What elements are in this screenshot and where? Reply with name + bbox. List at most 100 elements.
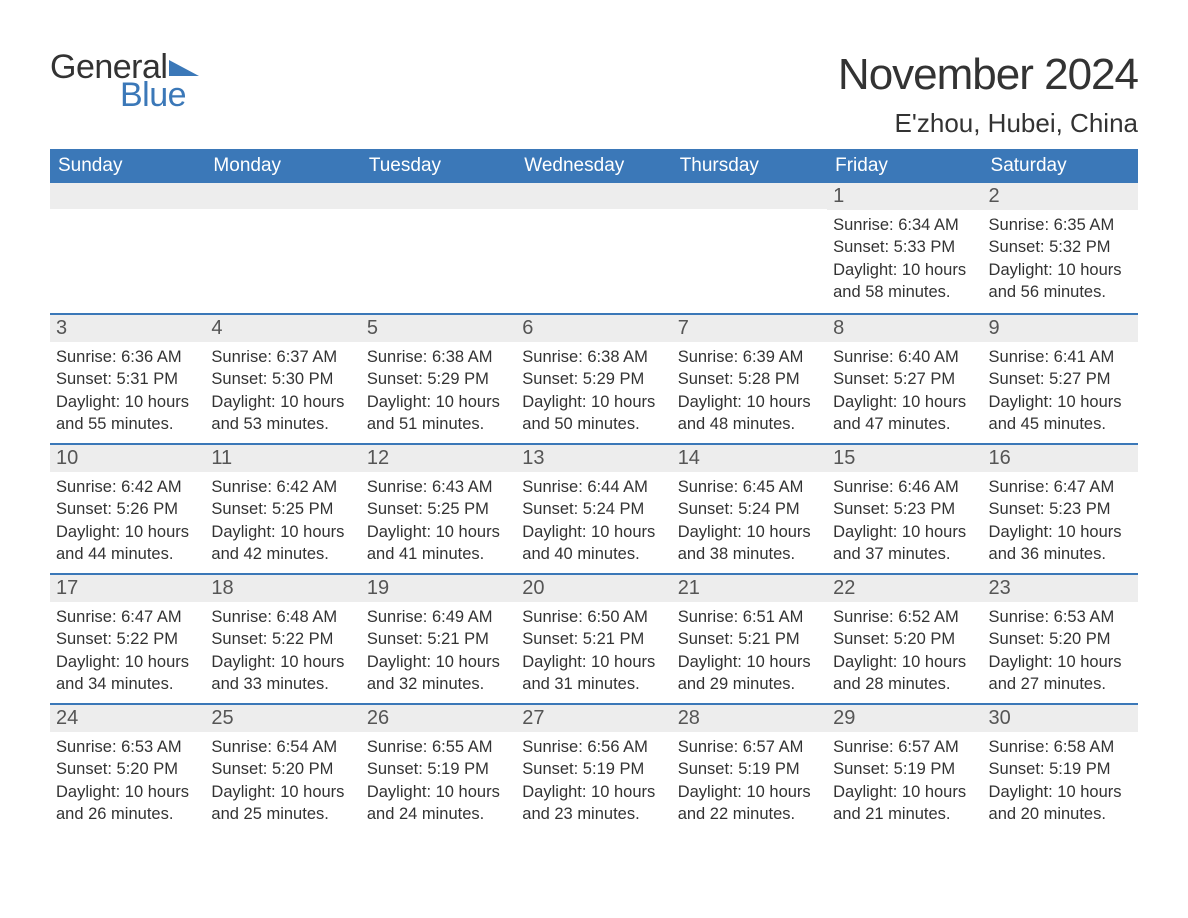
daylight-line-2: and 56 minutes. [989, 281, 1132, 303]
daylight-line-1: Daylight: 10 hours [678, 521, 821, 543]
day-number: 29 [827, 703, 982, 732]
day-details: Sunrise: 6:35 AMSunset: 5:32 PMDaylight:… [983, 210, 1138, 309]
daylight-line-2: and 47 minutes. [833, 413, 976, 435]
day-details: Sunrise: 6:40 AMSunset: 5:27 PMDaylight:… [827, 342, 982, 441]
title-block: November 2024 E'zhou, Hubei, China [838, 50, 1138, 139]
sunrise-line: Sunrise: 6:38 AM [522, 346, 665, 368]
day-details: Sunrise: 6:50 AMSunset: 5:21 PMDaylight:… [516, 602, 671, 701]
calendar-week-row: 24Sunrise: 6:53 AMSunset: 5:20 PMDayligh… [50, 703, 1138, 833]
day-details: Sunrise: 6:47 AMSunset: 5:23 PMDaylight:… [983, 472, 1138, 571]
sunset-line: Sunset: 5:21 PM [678, 628, 821, 650]
daylight-line-1: Daylight: 10 hours [367, 781, 510, 803]
calendar-cell: 29Sunrise: 6:57 AMSunset: 5:19 PMDayligh… [827, 703, 982, 833]
calendar-week-row: 1Sunrise: 6:34 AMSunset: 5:33 PMDaylight… [50, 183, 1138, 313]
sunset-line: Sunset: 5:26 PM [56, 498, 199, 520]
day-details: Sunrise: 6:48 AMSunset: 5:22 PMDaylight:… [205, 602, 360, 701]
sunset-line: Sunset: 5:31 PM [56, 368, 199, 390]
weekday-header: Thursday [672, 149, 827, 183]
day-details: Sunrise: 6:42 AMSunset: 5:25 PMDaylight:… [205, 472, 360, 571]
day-number: 23 [983, 573, 1138, 602]
sunset-line: Sunset: 5:30 PM [211, 368, 354, 390]
daylight-line-1: Daylight: 10 hours [522, 521, 665, 543]
day-details: Sunrise: 6:38 AMSunset: 5:29 PMDaylight:… [361, 342, 516, 441]
sunrise-line: Sunrise: 6:35 AM [989, 214, 1132, 236]
day-number: 30 [983, 703, 1138, 732]
day-number: 22 [827, 573, 982, 602]
day-number: 3 [50, 313, 205, 342]
sunrise-line: Sunrise: 6:56 AM [522, 736, 665, 758]
day-number: 12 [361, 443, 516, 472]
calendar-cell: 3Sunrise: 6:36 AMSunset: 5:31 PMDaylight… [50, 313, 205, 443]
sunset-line: Sunset: 5:29 PM [522, 368, 665, 390]
sunrise-line: Sunrise: 6:44 AM [522, 476, 665, 498]
day-details: Sunrise: 6:51 AMSunset: 5:21 PMDaylight:… [672, 602, 827, 701]
sunrise-line: Sunrise: 6:57 AM [678, 736, 821, 758]
daylight-line-2: and 44 minutes. [56, 543, 199, 565]
calendar-cell: 4Sunrise: 6:37 AMSunset: 5:30 PMDaylight… [205, 313, 360, 443]
daylight-line-1: Daylight: 10 hours [522, 391, 665, 413]
day-details: Sunrise: 6:43 AMSunset: 5:25 PMDaylight:… [361, 472, 516, 571]
empty-day-bar [50, 183, 205, 209]
day-number: 11 [205, 443, 360, 472]
day-details: Sunrise: 6:38 AMSunset: 5:29 PMDaylight:… [516, 342, 671, 441]
sunset-line: Sunset: 5:20 PM [211, 758, 354, 780]
daylight-line-2: and 38 minutes. [678, 543, 821, 565]
weekday-header: Saturday [983, 149, 1138, 183]
calendar-cell [516, 183, 671, 313]
day-number: 25 [205, 703, 360, 732]
sunrise-line: Sunrise: 6:57 AM [833, 736, 976, 758]
sunrise-line: Sunrise: 6:42 AM [211, 476, 354, 498]
calendar-cell: 13Sunrise: 6:44 AMSunset: 5:24 PMDayligh… [516, 443, 671, 573]
calendar-cell: 2Sunrise: 6:35 AMSunset: 5:32 PMDaylight… [983, 183, 1138, 313]
daylight-line-1: Daylight: 10 hours [833, 521, 976, 543]
daylight-line-2: and 41 minutes. [367, 543, 510, 565]
day-number: 13 [516, 443, 671, 472]
day-details: Sunrise: 6:42 AMSunset: 5:26 PMDaylight:… [50, 472, 205, 571]
daylight-line-2: and 20 minutes. [989, 803, 1132, 825]
daylight-line-2: and 31 minutes. [522, 673, 665, 695]
daylight-line-1: Daylight: 10 hours [522, 651, 665, 673]
empty-day-bar [672, 183, 827, 209]
sunset-line: Sunset: 5:29 PM [367, 368, 510, 390]
day-details: Sunrise: 6:55 AMSunset: 5:19 PMDaylight:… [361, 732, 516, 831]
calendar-cell: 14Sunrise: 6:45 AMSunset: 5:24 PMDayligh… [672, 443, 827, 573]
sunset-line: Sunset: 5:27 PM [833, 368, 976, 390]
weekday-header: Sunday [50, 149, 205, 183]
daylight-line-2: and 42 minutes. [211, 543, 354, 565]
calendar-cell: 17Sunrise: 6:47 AMSunset: 5:22 PMDayligh… [50, 573, 205, 703]
sunrise-line: Sunrise: 6:40 AM [833, 346, 976, 368]
daylight-line-2: and 28 minutes. [833, 673, 976, 695]
sunset-line: Sunset: 5:20 PM [833, 628, 976, 650]
calendar-cell: 15Sunrise: 6:46 AMSunset: 5:23 PMDayligh… [827, 443, 982, 573]
daylight-line-2: and 36 minutes. [989, 543, 1132, 565]
sunrise-line: Sunrise: 6:53 AM [989, 606, 1132, 628]
sunrise-line: Sunrise: 6:37 AM [211, 346, 354, 368]
daylight-line-2: and 24 minutes. [367, 803, 510, 825]
weekday-header: Wednesday [516, 149, 671, 183]
calendar-cell: 7Sunrise: 6:39 AMSunset: 5:28 PMDaylight… [672, 313, 827, 443]
daylight-line-1: Daylight: 10 hours [833, 259, 976, 281]
day-details: Sunrise: 6:52 AMSunset: 5:20 PMDaylight:… [827, 602, 982, 701]
day-details: Sunrise: 6:49 AMSunset: 5:21 PMDaylight:… [361, 602, 516, 701]
calendar-cell: 26Sunrise: 6:55 AMSunset: 5:19 PMDayligh… [361, 703, 516, 833]
daylight-line-2: and 40 minutes. [522, 543, 665, 565]
daylight-line-1: Daylight: 10 hours [989, 781, 1132, 803]
sunrise-line: Sunrise: 6:36 AM [56, 346, 199, 368]
daylight-line-1: Daylight: 10 hours [678, 391, 821, 413]
day-number: 17 [50, 573, 205, 602]
calendar-cell: 11Sunrise: 6:42 AMSunset: 5:25 PMDayligh… [205, 443, 360, 573]
sunset-line: Sunset: 5:28 PM [678, 368, 821, 390]
daylight-line-2: and 58 minutes. [833, 281, 976, 303]
daylight-line-1: Daylight: 10 hours [367, 391, 510, 413]
day-number: 14 [672, 443, 827, 472]
daylight-line-1: Daylight: 10 hours [989, 259, 1132, 281]
empty-day-bar [361, 183, 516, 209]
daylight-line-1: Daylight: 10 hours [367, 521, 510, 543]
calendar-cell: 22Sunrise: 6:52 AMSunset: 5:20 PMDayligh… [827, 573, 982, 703]
sunset-line: Sunset: 5:22 PM [56, 628, 199, 650]
calendar-cell: 24Sunrise: 6:53 AMSunset: 5:20 PMDayligh… [50, 703, 205, 833]
calendar-body: 1Sunrise: 6:34 AMSunset: 5:33 PMDaylight… [50, 183, 1138, 833]
sunrise-line: Sunrise: 6:50 AM [522, 606, 665, 628]
day-number: 28 [672, 703, 827, 732]
day-details: Sunrise: 6:54 AMSunset: 5:20 PMDaylight:… [205, 732, 360, 831]
